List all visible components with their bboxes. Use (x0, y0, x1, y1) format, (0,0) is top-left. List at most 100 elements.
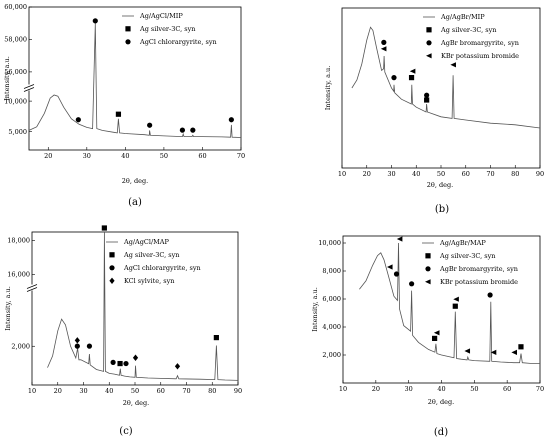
legend-marker-square (426, 27, 432, 33)
x-tick-label: 50 (131, 387, 139, 395)
legend-marker-circle (109, 265, 115, 271)
panel-label: (d) (434, 427, 448, 438)
x-tick-label: 30 (387, 170, 395, 178)
x-tick-label: 60 (503, 385, 511, 393)
peak-marker-square (432, 335, 438, 341)
axis-break (26, 284, 38, 292)
peak-marker-square (101, 225, 107, 231)
peak-marker-circle (381, 39, 387, 46)
x-tick-label: 10 (338, 170, 346, 178)
x-tick-label: 40 (412, 170, 420, 178)
peak-marker-square (408, 75, 415, 81)
x-axis-label: 2θ, deg. (123, 399, 149, 407)
panel-label: (c) (119, 426, 133, 437)
legend-entry-label: KBr potassium bromide (440, 278, 518, 286)
y-tick-label: 60,000 (4, 3, 27, 11)
legend-marker-square (425, 253, 431, 259)
peak-marker-circle (74, 343, 80, 349)
peak-marker-diamond (132, 354, 139, 361)
axis-break-mark (23, 84, 35, 89)
peak-marker-triangle-left (380, 46, 387, 52)
x-axis-label: 2θ, deg. (427, 181, 453, 189)
legend-line-label: Ag/AgCl/MIP (139, 12, 183, 20)
peak-marker-circle (147, 122, 153, 128)
legend: Ag/AgCl/MIP Ag silver-3C, syn AgCl chlorar… (122, 12, 217, 46)
peak-marker-circle (424, 92, 430, 98)
peak-marker-circle (86, 343, 93, 349)
peak-marker-circle (391, 75, 397, 81)
y-tick-label: 58,000 (4, 36, 27, 44)
x-tick-label: 80 (511, 170, 519, 178)
y-tick-label: 10,000 (318, 239, 341, 247)
y-tick-label: 4,000 (322, 323, 341, 331)
legend-marker-circle (425, 266, 431, 272)
x-tick-label: 10 (339, 385, 347, 393)
x-tick-label: 20 (44, 152, 52, 160)
y-tick-label: 16,000 (7, 271, 30, 279)
x-tick-label: 70 (237, 152, 245, 160)
x-tick-label: 60 (462, 170, 470, 178)
y-tick-label: 2,000 (11, 342, 30, 350)
peak-marker-triangle-left (450, 62, 456, 68)
y-tick-label: 6,000 (322, 295, 341, 303)
peak-marker-triangle-left (386, 264, 393, 270)
axis-break-mark (23, 87, 35, 92)
legend-marker-triangle-left (426, 53, 432, 59)
x-tick-label: 40 (121, 152, 129, 160)
axis-break-gap (25, 84, 33, 91)
peak-marker-triangle-left (409, 68, 416, 74)
peak-marker-circle (487, 292, 493, 298)
legend-marker-square (109, 252, 115, 258)
axis-break-mark (26, 287, 38, 292)
x-tick-label: 30 (405, 385, 413, 393)
legend-marker-circle (125, 39, 131, 45)
xrd-pattern-line (351, 26, 541, 129)
y-tick-label: 56,000 (4, 68, 27, 76)
x-tick-label: 90 (234, 387, 242, 395)
x-tick-label: 20 (363, 170, 371, 178)
peak-marker-square (117, 360, 123, 367)
panel-label: (b) (435, 204, 449, 215)
plot-frame (28, 6, 242, 151)
x-tick-label: 50 (470, 385, 478, 393)
peak-marker-triangle-left (396, 236, 403, 242)
legend-entry-label: AgCl chlorargyrite, syn (139, 38, 217, 46)
peak-marker-triangle-left (433, 330, 440, 336)
legend-line-label: Ag/AgBr/MAP (439, 239, 486, 247)
chart-panel-2: 10 20 30 40 50 60 70 80 90 2,000 16,000 18,000 2θ, d… (4, 225, 242, 437)
chart-panel-3: 10 20 30 40 50 60 70 2,000 4,000 6,000 8,000 10,000… (311, 235, 544, 438)
legend-entry-label: Ag silver-3C, syn (439, 252, 495, 260)
peak-marker-circle (75, 117, 81, 123)
legend: Ag/AgBr/MIP Ag silver-3C, syn AgBr bromarg… (423, 13, 519, 60)
y-tick-label: 10,000 (4, 97, 27, 105)
peak-marker-circle (123, 360, 129, 367)
x-tick-label: 40 (105, 387, 113, 395)
y-axis-label: Intensity, a.u. (4, 286, 12, 331)
legend: Ag/AgCl/MAP Ag silver-3C, syn AgCl chlorar… (106, 238, 201, 285)
y-tick-label: 5,000 (8, 128, 27, 136)
legend-marker-square (125, 26, 131, 32)
legend-marker-circle (426, 40, 432, 46)
legend-marker-diamond (109, 277, 115, 284)
x-tick-label: 50 (160, 152, 168, 160)
y-tick-label: 8,000 (322, 267, 341, 275)
legend-entry-label: KBr potassium bromide (441, 52, 519, 60)
x-tick-label: 30 (79, 387, 87, 395)
x-tick-label: 30 (83, 152, 91, 160)
x-axis-label: 2θ, deg. (122, 177, 148, 185)
chart-panel-0: 20 30 40 50 60 70 5,000 10,000 56,000 58,000 60,00… (3, 3, 245, 208)
legend-entry-label: Ag silver-3C, syn (123, 251, 179, 259)
peak-marker-circle (92, 18, 98, 24)
x-tick-label: 80 (208, 387, 216, 395)
peak-marker-diamond (74, 337, 80, 344)
legend-entry-label: AgBr bromargyrite, syn (440, 39, 519, 47)
xrd-pattern-line (28, 23, 242, 138)
x-tick-label: 90 (536, 170, 544, 178)
axis-break-gap (28, 284, 36, 291)
x-tick-label: 60 (198, 152, 206, 160)
peak-marker-diamond (174, 363, 181, 370)
y-tick-label: 18,000 (7, 237, 30, 245)
xrd-pattern-line (359, 242, 540, 364)
legend-line-label: Ag/AgBr/MIP (440, 13, 485, 21)
y-axis-label: Intensity, a.u. (311, 287, 319, 332)
